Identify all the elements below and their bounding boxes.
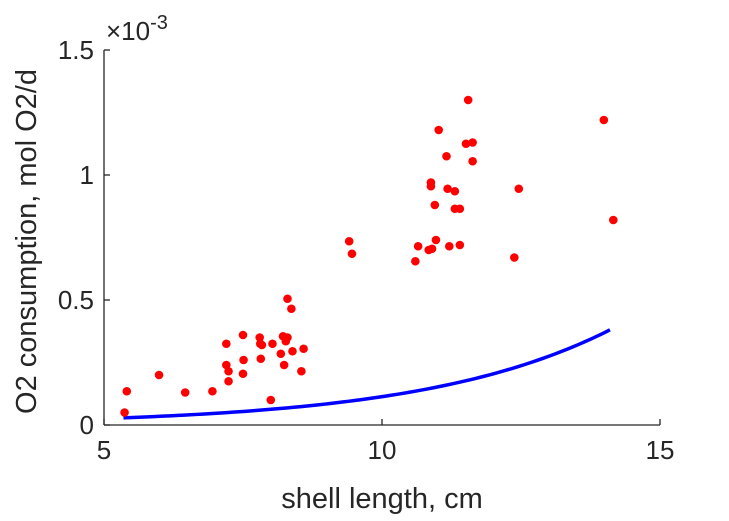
exponent-base: ×10 xyxy=(106,16,150,46)
data-point xyxy=(255,333,264,342)
data-points-layer xyxy=(120,95,618,417)
data-point xyxy=(288,346,297,356)
data-point xyxy=(468,156,477,166)
data-point xyxy=(299,344,308,354)
y-axis-label: O2 consumption, mol O2/d xyxy=(11,69,43,414)
data-point xyxy=(426,181,436,191)
data-point xyxy=(463,95,473,105)
data-point xyxy=(239,355,248,365)
y-tick-label: 1 xyxy=(80,160,94,190)
data-point xyxy=(599,115,609,125)
data-point xyxy=(287,304,296,314)
data-point xyxy=(222,339,231,349)
y-tick-label: 0 xyxy=(80,410,94,440)
data-point xyxy=(266,395,276,405)
data-point xyxy=(411,256,420,266)
data-point xyxy=(443,184,452,194)
ticks: 5 10 15 0 0.5 1 1.5 xyxy=(58,35,675,465)
data-point xyxy=(256,354,266,364)
data-point xyxy=(154,370,164,380)
data-point xyxy=(442,151,451,161)
y-axis-exponent-label: ×10-3 xyxy=(106,12,168,46)
data-point xyxy=(450,186,460,196)
data-point xyxy=(427,244,437,254)
data-point xyxy=(283,333,292,342)
data-point xyxy=(208,386,217,396)
data-point xyxy=(297,366,306,376)
data-point xyxy=(238,369,248,379)
data-point xyxy=(444,241,454,251)
data-point xyxy=(431,235,441,245)
fit-curve xyxy=(123,328,611,420)
data-point xyxy=(510,253,519,262)
data-point xyxy=(279,360,289,370)
data-point xyxy=(257,340,267,350)
x-axis-label: shell length, cm xyxy=(281,483,483,515)
data-point xyxy=(434,125,444,135)
data-point xyxy=(413,241,423,251)
data-point xyxy=(468,138,477,147)
y-tick-label: 0.5 xyxy=(58,285,94,315)
data-point xyxy=(276,349,286,359)
data-point xyxy=(347,249,357,259)
data-point xyxy=(224,366,233,376)
y-tick-label: 1.5 xyxy=(58,35,94,65)
x-tick-label: 15 xyxy=(646,435,675,465)
exponent-power: -3 xyxy=(150,12,168,34)
data-point xyxy=(283,294,292,304)
x-tick-label: 10 xyxy=(368,435,397,465)
data-point xyxy=(514,184,524,194)
axes xyxy=(103,50,660,426)
data-point xyxy=(455,204,465,214)
data-point xyxy=(180,388,190,397)
data-point xyxy=(344,236,354,246)
data-point xyxy=(122,386,132,396)
data-point xyxy=(609,215,618,225)
data-point xyxy=(461,139,471,149)
data-point xyxy=(224,376,233,386)
data-point xyxy=(120,408,129,417)
data-point xyxy=(238,330,248,340)
data-point xyxy=(455,240,465,250)
data-point xyxy=(430,200,440,210)
x-tick-label: 5 xyxy=(97,435,111,465)
data-point xyxy=(268,339,277,349)
fit-line-layer xyxy=(123,328,611,420)
